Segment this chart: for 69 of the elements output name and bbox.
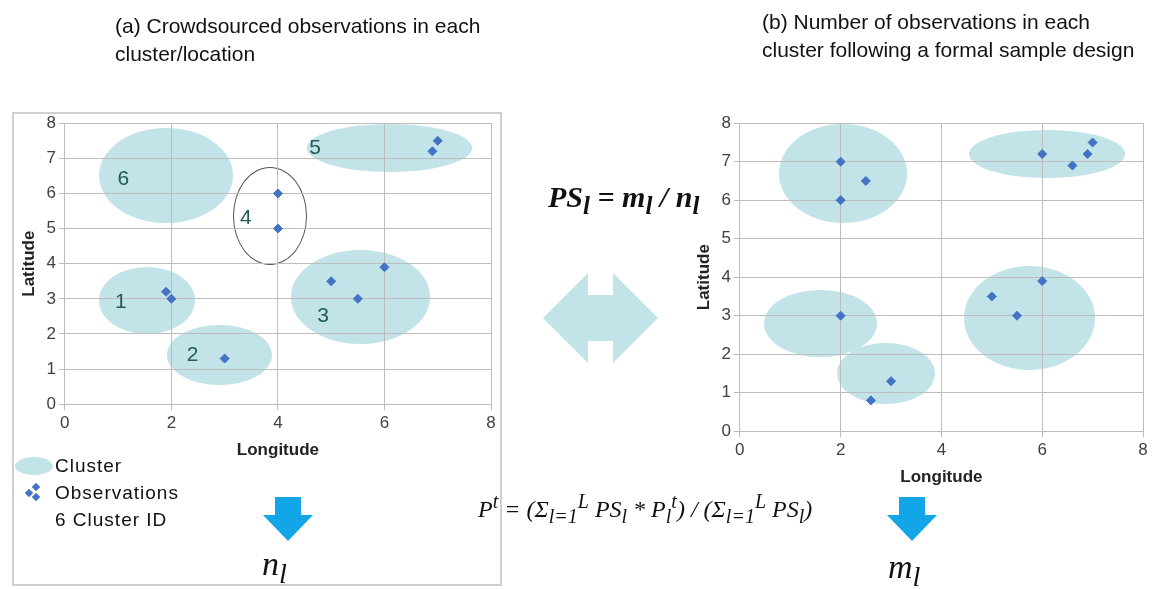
text: m$_{l}$ — [888, 548, 921, 589]
point — [1012, 310, 1023, 321]
point — [427, 146, 438, 157]
point — [432, 135, 443, 146]
point — [986, 291, 997, 302]
point — [1087, 137, 1098, 148]
annotation: 6 — [117, 166, 130, 190]
y-tick-label: 4 — [721, 266, 731, 286]
point — [272, 223, 283, 234]
y-tick-label: 7 — [721, 151, 731, 171]
point — [219, 353, 230, 364]
y-tick-label: 6 — [46, 183, 56, 203]
point — [1037, 149, 1048, 159]
point — [161, 286, 172, 297]
point — [352, 293, 363, 304]
y-tick-label: 1 — [721, 382, 731, 402]
point — [1037, 276, 1048, 287]
x-tick-label: 6 — [1037, 440, 1047, 460]
point — [835, 310, 846, 321]
y-tick-label: 7 — [46, 148, 56, 168]
x-axis-title: Longitude — [900, 467, 983, 487]
point — [326, 276, 337, 287]
y-tick-label: 2 — [46, 323, 56, 343]
x-tick-label: 2 — [166, 413, 177, 433]
y-tick-label: 3 — [721, 305, 731, 325]
x-tick-label: 8 — [486, 413, 496, 433]
y-tick-label: 1 — [46, 358, 56, 378]
point — [166, 293, 177, 304]
chart-title: (a) Crowdsourced observations in each cluster/location — [115, 13, 482, 67]
annotation: 3 — [317, 303, 330, 327]
y-tick-label: 6 — [721, 189, 731, 209]
y-tick-label: 8 — [721, 112, 731, 132]
text: n$_{l}$ — [262, 545, 287, 589]
annotation: 5 — [309, 134, 322, 158]
point — [835, 156, 846, 167]
x-tick-label: 2 — [835, 440, 846, 460]
y-axis-title: Latitude — [693, 244, 713, 311]
point — [865, 395, 876, 406]
x-tick-label: 6 — [379, 413, 390, 433]
point — [1067, 160, 1078, 171]
x-tick-label: 4 — [936, 440, 947, 460]
x-tick-label: 4 — [273, 413, 283, 433]
annotation: 2 — [186, 341, 199, 365]
y-tick-label: 0 — [46, 393, 56, 413]
y-tick-label: 5 — [46, 218, 56, 238]
y-tick-label: 3 — [46, 288, 56, 308]
y-tick-label: 2 — [721, 343, 731, 363]
x-tick-label: 0 — [60, 413, 70, 433]
x-axis-title: Longitude — [236, 440, 320, 460]
annotation: 1 — [114, 289, 127, 313]
text: 6 Cluster ID — [55, 508, 168, 532]
y-tick-label: 4 — [46, 253, 56, 273]
point — [860, 175, 871, 186]
chart-title: (b) Number of observations in each cluster following a formal sample design — [762, 9, 1136, 63]
y-axis-title: Latitude — [18, 230, 38, 297]
point — [379, 262, 390, 273]
text: P$^{t}$ = (Σ$_{l=1}$$^{L}$ PS$_{l}$ * P$_{l}$$^{t}$) / (Σ$_{l=1}$$^{L}$ PS$_{l}$) — [478, 490, 813, 527]
y-tick-label: 8 — [46, 112, 56, 132]
x-tick-label: 8 — [1138, 440, 1148, 460]
y-tick-label: 5 — [721, 228, 731, 248]
point — [835, 195, 846, 206]
x-tick-label: 0 — [735, 440, 745, 460]
text: PS$_{l}$ = m$_{l}$ / n$_{l}$ — [548, 180, 700, 220]
legend-label: Observations — [55, 481, 179, 505]
text: Cluster — [55, 454, 123, 478]
point — [1082, 149, 1093, 159]
point — [886, 376, 897, 387]
point — [272, 188, 283, 199]
annotation: 4 — [240, 204, 253, 228]
